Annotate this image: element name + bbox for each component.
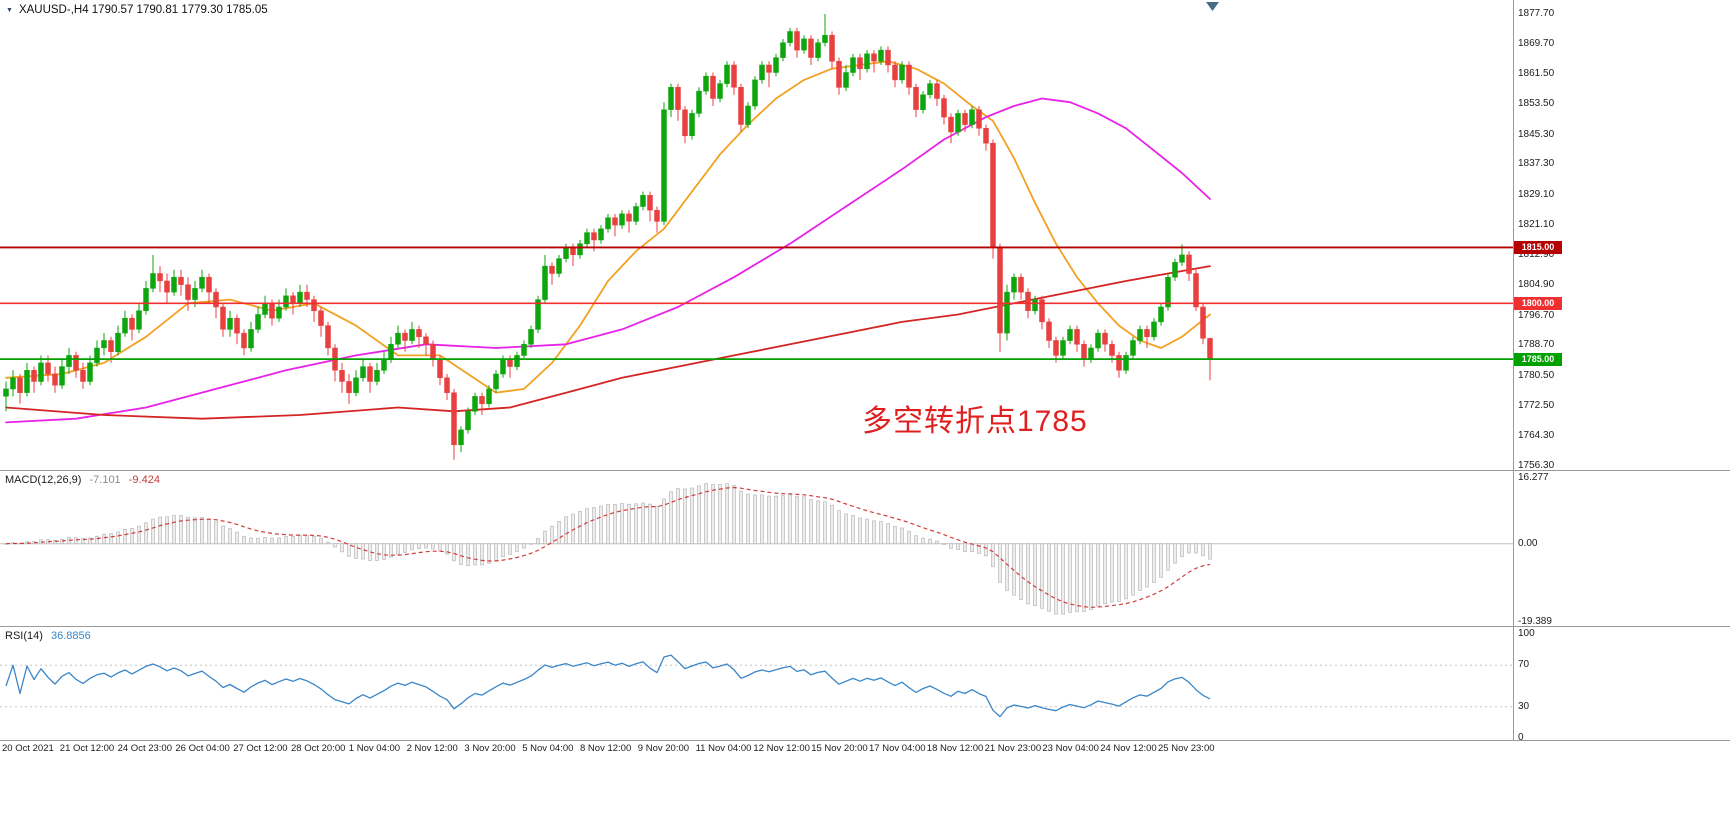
price-axis[interactable] [1513, 0, 1730, 741]
chart-shift-marker-icon[interactable] [1206, 2, 1219, 11]
time-axis[interactable] [0, 741, 1730, 761]
